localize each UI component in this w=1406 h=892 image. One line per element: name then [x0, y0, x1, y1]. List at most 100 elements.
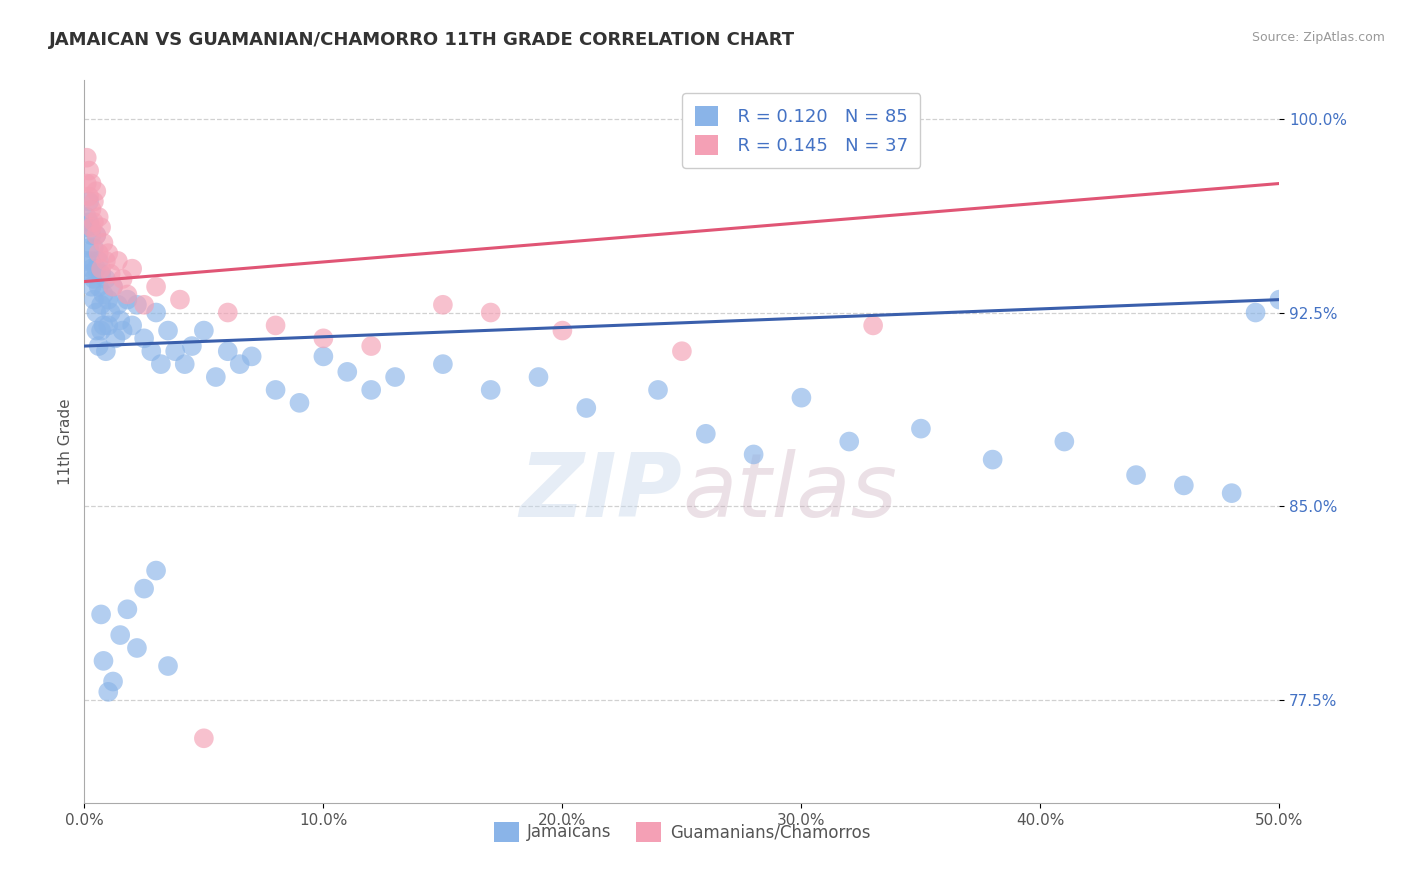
Point [117, 287, 139, 301]
Point [80, 228, 103, 243]
Point [83, 293, 105, 307]
Point [193, 324, 215, 338]
Point [479, 383, 502, 397]
Point [97, 246, 120, 260]
Point [1173, 478, 1195, 492]
Point [83, 194, 105, 209]
Point [76, 151, 98, 165]
Point [93, 287, 115, 301]
Point [165, 344, 187, 359]
Point [80, 177, 103, 191]
Point [647, 383, 669, 397]
Point [695, 426, 717, 441]
Point [90, 267, 112, 281]
Point [838, 434, 860, 449]
Point [87, 279, 110, 293]
Point [312, 331, 335, 345]
Point [76, 177, 98, 191]
Point [132, 331, 156, 345]
Point [312, 350, 335, 364]
Point [149, 357, 172, 371]
Point [87, 253, 110, 268]
Point [76, 220, 98, 235]
Point [671, 344, 693, 359]
Point [90, 607, 112, 622]
Point [86, 305, 108, 319]
Point [77, 194, 100, 209]
Point [107, 253, 129, 268]
Point [110, 628, 132, 642]
Point [205, 370, 228, 384]
Text: ZIP: ZIP [519, 449, 682, 535]
Point [157, 324, 180, 338]
Point [742, 447, 765, 461]
Point [90, 220, 112, 235]
Point [77, 241, 100, 255]
Point [527, 370, 550, 384]
Point [87, 339, 110, 353]
Point [90, 324, 112, 338]
Point [432, 298, 454, 312]
Point [94, 253, 117, 268]
Point [97, 685, 120, 699]
Point [132, 298, 156, 312]
Point [87, 210, 110, 224]
Point [76, 210, 98, 224]
Point [93, 235, 115, 250]
Point [77, 215, 100, 229]
Point [575, 401, 598, 415]
Point [264, 383, 287, 397]
Point [360, 339, 382, 353]
Point [90, 298, 112, 312]
Point [1244, 305, 1267, 319]
Point [229, 357, 252, 371]
Point [181, 339, 204, 353]
Point [93, 654, 115, 668]
Point [94, 272, 117, 286]
Point [1220, 486, 1243, 500]
Point [264, 318, 287, 333]
Legend: Jamaicans, Guamanians/Chamorros: Jamaicans, Guamanians/Chamorros [486, 815, 877, 848]
Point [83, 272, 105, 286]
Point [432, 357, 454, 371]
Point [1268, 293, 1291, 307]
Point [910, 422, 932, 436]
Point [100, 305, 122, 319]
Point [104, 331, 127, 345]
Point [1125, 468, 1147, 483]
Point [94, 344, 117, 359]
Point [157, 659, 180, 673]
Point [217, 344, 239, 359]
Point [141, 344, 163, 359]
Point [77, 267, 100, 281]
Point [117, 293, 139, 307]
Y-axis label: 11th Grade: 11th Grade [58, 398, 73, 485]
Point [86, 324, 108, 338]
Point [76, 253, 98, 268]
Point [145, 564, 167, 578]
Point [169, 293, 191, 307]
Point [1053, 434, 1076, 449]
Point [101, 674, 124, 689]
Point [100, 267, 122, 281]
Point [240, 350, 263, 364]
Text: atlas: atlas [682, 449, 897, 535]
Point [145, 279, 167, 293]
Point [80, 253, 103, 268]
Point [288, 396, 311, 410]
Text: JAMAICAN VS GUAMANIAN/CHAMORRO 11TH GRADE CORRELATION CHART: JAMAICAN VS GUAMANIAN/CHAMORRO 11TH GRAD… [49, 31, 796, 49]
Point [336, 365, 359, 379]
Point [981, 452, 1004, 467]
Point [790, 391, 813, 405]
Point [101, 279, 124, 293]
Point [77, 163, 100, 178]
Point [117, 602, 139, 616]
Point [121, 318, 143, 333]
Text: Source: ZipAtlas.com: Source: ZipAtlas.com [1251, 31, 1385, 45]
Point [110, 313, 132, 327]
Point [111, 324, 134, 338]
Point [86, 261, 108, 276]
Point [97, 318, 120, 333]
Point [97, 293, 120, 307]
Point [125, 640, 148, 655]
